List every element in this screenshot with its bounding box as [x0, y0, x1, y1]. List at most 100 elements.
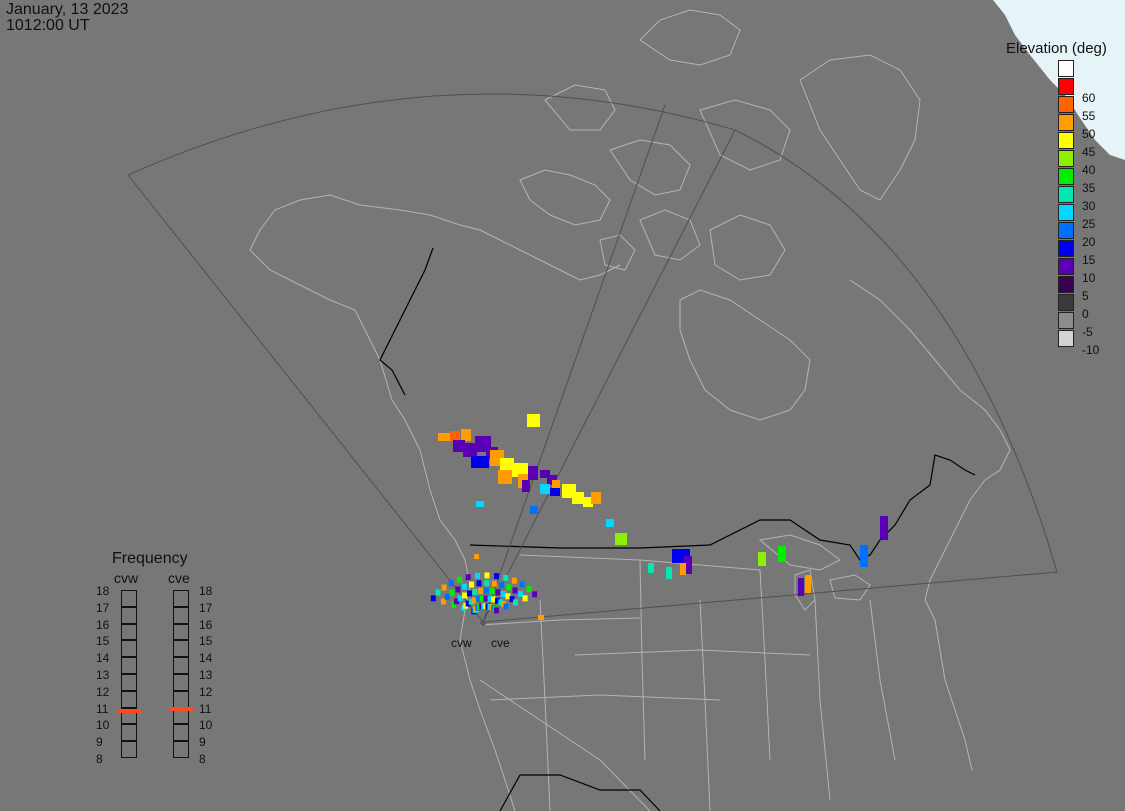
- echo-cell: [527, 414, 540, 427]
- echo-cell: [526, 586, 532, 592]
- echo-cell: [583, 497, 593, 507]
- echo-cell: [522, 480, 530, 492]
- echo-cell: [495, 597, 500, 604]
- echo-cell: [519, 581, 525, 588]
- echo-cell: [475, 572, 480, 579]
- frequency-cell: [173, 640, 189, 658]
- echo-cell: [440, 598, 446, 605]
- site-label-cvw: cvw: [451, 636, 472, 650]
- frequency-marker-cvw: [117, 708, 141, 713]
- echo-cell: [430, 595, 436, 602]
- frequency-cell: [173, 606, 189, 624]
- echo-cell: [778, 546, 786, 562]
- echo-cell: [453, 440, 465, 452]
- echo-cell: [503, 574, 509, 581]
- legend-swatch: [1058, 60, 1074, 77]
- echo-cell: [454, 598, 459, 605]
- site-dot-icon: [480, 620, 486, 626]
- legend-label: 5: [1082, 289, 1089, 303]
- echo-cell: [552, 480, 560, 488]
- echo-cell: [540, 470, 550, 478]
- echo-cell: [484, 572, 490, 579]
- echo-cell: [465, 600, 471, 607]
- frequency-tick-label: 13: [96, 668, 110, 682]
- echo-cell: [512, 587, 518, 594]
- legend-swatch: [1058, 276, 1074, 293]
- frequency-cell: [121, 690, 137, 708]
- echo-cell: [455, 586, 461, 593]
- frequency-tick-label: 15: [199, 634, 213, 649]
- echo-cell: [498, 470, 512, 484]
- echo-cell: [684, 556, 692, 574]
- frequency-tick-label: 11: [96, 701, 109, 716]
- frequency-tick-label: 8: [96, 752, 103, 766]
- echo-cell: [518, 591, 523, 598]
- echo-cell: [530, 506, 538, 514]
- frequency-cell: [173, 690, 189, 708]
- legend-label: -5: [1082, 325, 1093, 339]
- echo-cell: [680, 563, 686, 575]
- echo-cell: [880, 516, 888, 540]
- echo-cell: [510, 463, 528, 477]
- echo-cell: [471, 456, 489, 468]
- echo-cell: [476, 501, 484, 507]
- echo-cell: [522, 595, 528, 602]
- echo-cells: [430, 414, 888, 620]
- frequency-cell: [121, 640, 137, 658]
- frequency-cell: [121, 741, 137, 758]
- frequency-tick-label: 10: [199, 718, 213, 733]
- echo-cell: [860, 545, 868, 567]
- radar-fov: [127, 93, 1058, 623]
- legend-swatch: [1058, 204, 1074, 221]
- frequency-tick-label: 18: [199, 584, 213, 598]
- echo-cell: [438, 433, 450, 441]
- echo-cell: [493, 607, 499, 614]
- echo-cell: [538, 615, 544, 620]
- legend-title: Elevation (deg): [1006, 40, 1107, 57]
- frequency-cell: [173, 724, 189, 742]
- echo-cell: [500, 591, 506, 597]
- legend-label: 55: [1082, 109, 1096, 123]
- echo-cell: [463, 443, 477, 457]
- echo-cell: [449, 589, 455, 596]
- legend-swatch: [1058, 168, 1074, 185]
- frequency-cell: [121, 707, 137, 725]
- legend-swatch: [1058, 240, 1074, 257]
- frequency-cell: [173, 674, 189, 691]
- echo-cell: [666, 567, 672, 579]
- legend-swatch: [1058, 258, 1074, 275]
- echo-cell: [469, 581, 474, 588]
- echo-cell: [491, 580, 497, 587]
- legend-swatch: [1058, 294, 1074, 311]
- echo-cell: [472, 588, 478, 595]
- legend-label: 35: [1082, 181, 1096, 195]
- echo-cell: [467, 590, 472, 597]
- echo-cell: [462, 592, 468, 599]
- echo-cell: [509, 596, 515, 603]
- echo-cell: [474, 554, 479, 559]
- echo-cell: [511, 577, 517, 584]
- echo-cell: [503, 603, 509, 610]
- echo-cell: [798, 578, 804, 596]
- echo-cell: [494, 573, 499, 580]
- legend-swatch: [1058, 150, 1074, 167]
- legend-swatch: [1058, 96, 1074, 113]
- legend-swatch: [1058, 222, 1074, 239]
- legend-swatch: [1058, 312, 1074, 329]
- echo-cell: [465, 574, 471, 581]
- echo-cell: [491, 596, 497, 603]
- frequency-cell: [173, 657, 189, 674]
- legend-swatch: [1058, 132, 1074, 149]
- echo-cell: [476, 580, 482, 587]
- frequency-tick-label: 16: [96, 617, 110, 632]
- echo-cell: [513, 599, 518, 606]
- echo-cell: [461, 583, 467, 590]
- legend-label: 20: [1082, 235, 1096, 249]
- frequency-radar-cve: cve: [168, 570, 190, 586]
- legend-label: 25: [1082, 217, 1096, 231]
- echo-cell: [444, 593, 450, 600]
- time-label: 1012:00 UT: [6, 17, 90, 34]
- legend-label: 40: [1082, 163, 1096, 177]
- site-label-cve: cve: [491, 636, 510, 650]
- frequency-cell: [173, 741, 189, 758]
